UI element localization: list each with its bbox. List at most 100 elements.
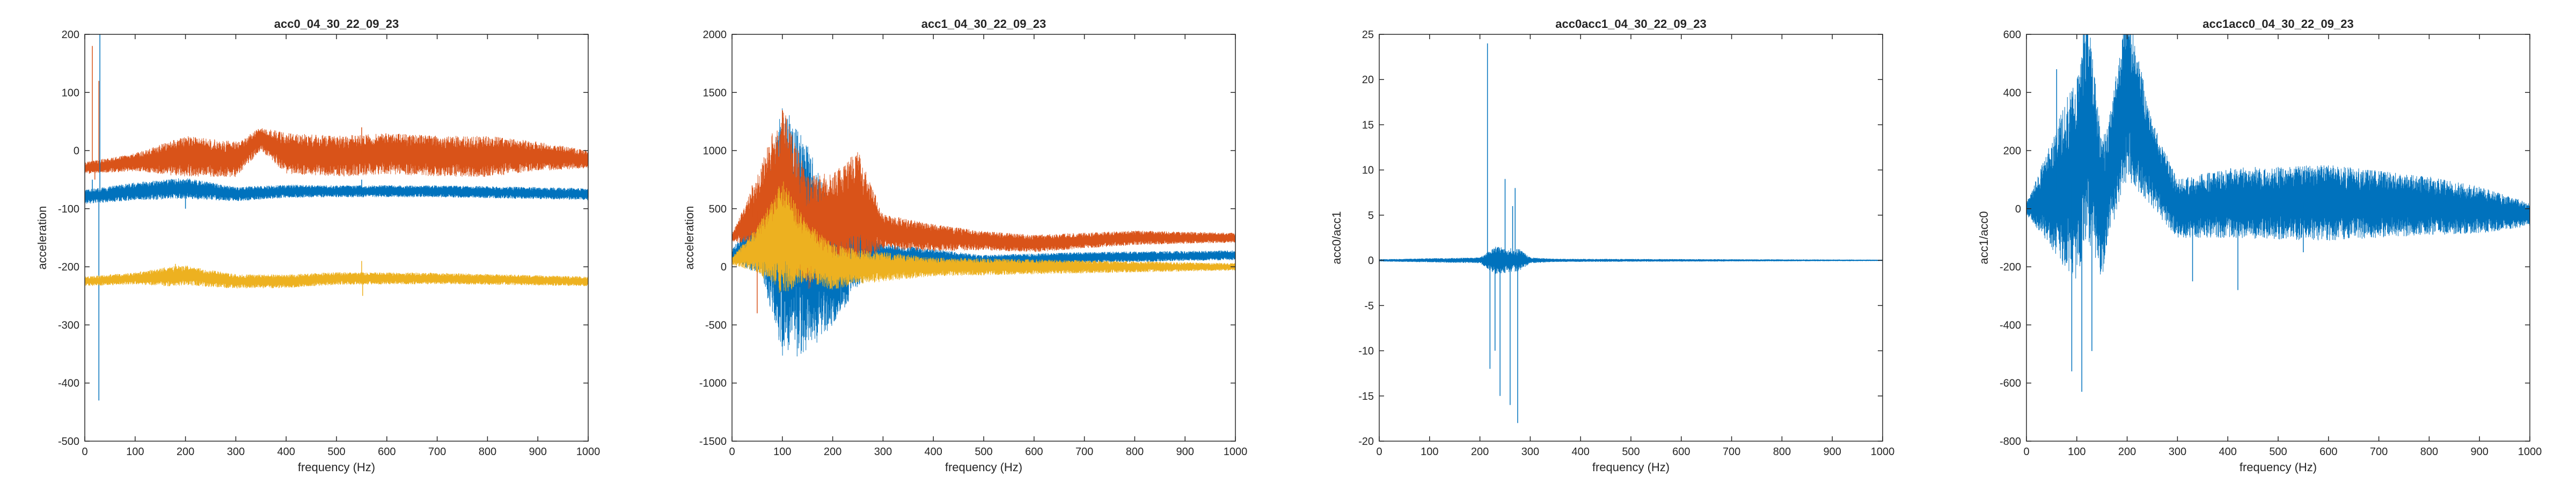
x-axis-label: frequency (Hz) [2240, 460, 2317, 474]
x-tick-label: 400 [1572, 446, 1590, 458]
y-tick-label: -15 [1358, 391, 1374, 402]
chart-title: acc0acc1_04_30_22_09_23 [1555, 17, 1706, 31]
y-tick-label: -400 [58, 378, 79, 390]
x-tick-label: 700 [2370, 446, 2388, 458]
y-tick-label: -600 [2000, 378, 2021, 390]
y-tick-label: 600 [2003, 29, 2021, 41]
series-trace-2 [731, 181, 1236, 293]
x-tick-label: 100 [126, 446, 144, 458]
x-tick-label: 300 [1521, 446, 1539, 458]
y-axis-label: acc0/acc1 [1330, 211, 1343, 264]
y-tick-label: -1500 [699, 436, 727, 448]
y-tick-label: -1000 [699, 378, 727, 390]
x-tick-label: 500 [327, 446, 345, 458]
y-tick-label: -100 [58, 203, 79, 215]
y-tick-label: 100 [62, 87, 79, 99]
y-tick-label: 2000 [703, 29, 727, 41]
y-tick-label: 20 [1362, 74, 1374, 86]
plot-area [85, 34, 588, 441]
x-tick-label: 600 [1025, 446, 1043, 458]
x-tick-label: 1000 [2518, 446, 2542, 458]
chart-title: acc1acc0_04_30_22_09_23 [2202, 17, 2353, 31]
series-trace-1 [731, 109, 1236, 289]
y-tick-label: -10 [1358, 346, 1374, 357]
x-tick-label: 800 [2420, 446, 2438, 458]
x-tick-label: 800 [479, 446, 496, 458]
x-tick-label: 700 [1075, 446, 1093, 458]
y-tick-label: 0 [721, 261, 727, 273]
x-tick-label: 0 [1376, 446, 1382, 458]
x-tick-label: 300 [227, 446, 245, 458]
series-trace-0 [84, 128, 589, 177]
x-tick-label: 800 [1773, 446, 1791, 458]
y-tick-label: 1000 [703, 145, 727, 157]
x-tick-label: 200 [1471, 446, 1489, 458]
y-axis-label: acc1/acc0 [1977, 211, 1990, 264]
x-tick-label: 100 [1421, 446, 1438, 458]
x-tick-label: 0 [2023, 446, 2029, 458]
x-tick-label: 900 [1176, 446, 1194, 458]
y-tick-label: 1500 [703, 87, 727, 99]
x-tick-label: 600 [1672, 446, 1690, 458]
x-tick-label: 600 [378, 446, 396, 458]
y-tick-label: 200 [62, 29, 79, 41]
x-tick-label: 900 [529, 446, 547, 458]
y-tick-label: -500 [58, 436, 79, 448]
y-tick-label: -200 [2000, 261, 2021, 273]
y-tick-label: -200 [58, 261, 79, 273]
x-tick-label: 700 [1723, 446, 1740, 458]
x-axis-label: frequency (Hz) [945, 460, 1022, 474]
x-tick-label: 400 [925, 446, 942, 458]
x-axis-label: frequency (Hz) [298, 460, 375, 474]
x-tick-label: 100 [773, 446, 791, 458]
x-tick-label: 300 [2169, 446, 2186, 458]
x-tick-label: 600 [2319, 446, 2337, 458]
x-tick-label: 100 [2068, 446, 2085, 458]
y-tick-label: 15 [1362, 119, 1374, 131]
y-tick-label: -400 [2000, 319, 2021, 331]
chart-title: acc0_04_30_22_09_23 [274, 17, 399, 31]
x-tick-label: 1000 [1224, 446, 1248, 458]
y-axis-label: acceleration [683, 206, 696, 270]
x-tick-label: 500 [1622, 446, 1640, 458]
x-tick-label: 0 [729, 446, 735, 458]
plot-area [2026, 34, 2530, 441]
x-tick-label: 400 [2219, 446, 2237, 458]
y-tick-label: -300 [58, 319, 79, 331]
y-axis-label: acceleration [35, 206, 49, 270]
y-tick-label: 25 [1362, 29, 1374, 41]
x-tick-label: 900 [2471, 446, 2489, 458]
chart-panel-2: 0 100 200 300 400 500 600 700 800 900 100025201510… [1330, 17, 1894, 474]
x-tick-label: 700 [428, 446, 446, 458]
x-tick-label: 0 [82, 446, 87, 458]
y-tick-label: -5 [1364, 300, 1374, 312]
x-tick-label: 200 [177, 446, 194, 458]
x-tick-label: 1000 [1871, 446, 1895, 458]
y-tick-label: 5 [1368, 210, 1374, 222]
y-tick-label: 0 [74, 145, 79, 157]
x-tick-label: 1000 [576, 446, 601, 458]
series-trace-2 [84, 266, 589, 289]
x-tick-label: 200 [2118, 446, 2136, 458]
y-tick-label: 200 [2003, 145, 2021, 157]
y-tick-label: 400 [2003, 87, 2021, 99]
x-axis-label: frequency (Hz) [1592, 460, 1670, 474]
y-tick-label: 0 [1368, 255, 1374, 267]
y-tick-label: 0 [2015, 203, 2021, 215]
x-tick-label: 400 [277, 446, 295, 458]
series-trace-1 [84, 178, 589, 204]
chart-panel-3: 0 100 200 300 400 500 600 700 800 900 1000 600 400 20… [1977, 17, 2542, 474]
plot-area [1379, 34, 1883, 441]
x-tick-label: 500 [975, 446, 992, 458]
x-tick-label: 900 [1824, 446, 1841, 458]
x-tick-label: 800 [1126, 446, 1144, 458]
series-trace-0 [2026, 34, 2530, 279]
y-tick-label: 500 [709, 203, 727, 215]
y-tick-label: -20 [1358, 436, 1374, 448]
chart-panel-1: 0 100 200 300 400 500 600 700 800 900 1000 2000 1500… [683, 17, 1247, 474]
chart-panel-0: 0 100 200 300 400 500 600 700 800 900 10002001000-… [35, 17, 600, 474]
y-tick-label: -500 [705, 319, 727, 331]
x-tick-label: 500 [2269, 446, 2287, 458]
x-tick-label: 300 [874, 446, 892, 458]
